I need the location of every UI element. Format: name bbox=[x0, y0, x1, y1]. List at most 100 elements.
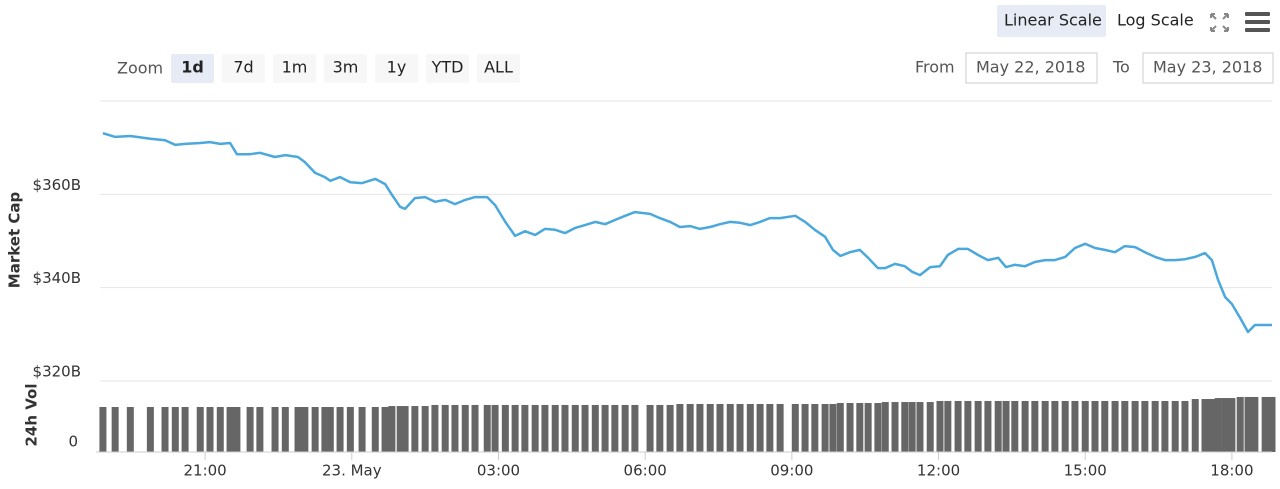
from-input[interactable] bbox=[965, 52, 1098, 84]
volume-bar bbox=[401, 406, 409, 452]
volume-bar bbox=[1121, 400, 1129, 452]
volume-bar bbox=[281, 407, 289, 452]
volume-bar bbox=[501, 404, 509, 452]
volume-bar bbox=[171, 407, 179, 452]
volume-bar bbox=[1002, 400, 1010, 452]
volume-bar bbox=[621, 404, 629, 452]
volume-bar bbox=[926, 402, 934, 452]
volume-bar bbox=[891, 402, 899, 452]
volume-bar bbox=[541, 404, 549, 452]
volume-bar bbox=[226, 407, 234, 452]
volume-bar bbox=[829, 403, 837, 452]
volume-bar bbox=[1261, 396, 1269, 452]
zoom-button-label: ALL bbox=[484, 58, 513, 77]
volume-bar bbox=[1101, 400, 1109, 452]
volume-bar bbox=[766, 403, 774, 452]
scale-button[interactable] bbox=[997, 5, 1106, 37]
volume-bar bbox=[551, 404, 559, 452]
menu-icon[interactable] bbox=[1245, 12, 1270, 32]
from-value: May 22, 2018 bbox=[976, 58, 1085, 77]
volume-bar bbox=[346, 407, 354, 452]
volume-bar bbox=[821, 403, 829, 452]
volume-bar bbox=[1051, 400, 1059, 452]
volume-bar bbox=[696, 403, 704, 452]
zoom-button[interactable] bbox=[222, 54, 265, 83]
volume-bar bbox=[1081, 400, 1089, 452]
volume-bar bbox=[111, 407, 119, 452]
volume-bar bbox=[1191, 399, 1199, 452]
x-tick-label: 06:00 bbox=[624, 462, 667, 480]
volume-bar bbox=[1091, 400, 1099, 452]
volume-bar bbox=[974, 400, 982, 452]
zoom-button[interactable] bbox=[477, 54, 520, 83]
volume-bar bbox=[336, 407, 344, 452]
volume-bar bbox=[964, 400, 972, 452]
zoom-button[interactable] bbox=[375, 54, 418, 83]
volume-bar bbox=[531, 404, 539, 452]
y2-axis-title: 24h Vol bbox=[23, 383, 41, 446]
volume-bar bbox=[441, 404, 449, 452]
volume-bar bbox=[646, 404, 654, 452]
scale-button-label: Linear Scale bbox=[1004, 11, 1102, 30]
to-label: To bbox=[1112, 58, 1130, 77]
volume-bar bbox=[358, 407, 366, 452]
volume-bar bbox=[856, 403, 864, 452]
to-value: May 23, 2018 bbox=[1153, 58, 1262, 77]
x-tick-label: 03:00 bbox=[477, 462, 520, 480]
volume-bar bbox=[901, 402, 909, 452]
volume-bar bbox=[396, 406, 404, 452]
zoom-button[interactable] bbox=[171, 54, 214, 83]
volume-bar bbox=[726, 403, 734, 452]
volume-bar bbox=[756, 403, 764, 452]
zoom-button-label: 1d bbox=[181, 58, 204, 77]
volume-bar bbox=[776, 403, 784, 452]
fullscreen-icon[interactable] bbox=[1210, 13, 1229, 32]
zoom-button-label: YTD bbox=[431, 58, 464, 77]
x-tick-label: 09:00 bbox=[770, 462, 813, 480]
zoom-button[interactable] bbox=[324, 54, 367, 83]
volume-bar bbox=[836, 403, 844, 452]
volume-bar bbox=[511, 404, 519, 452]
x-tick-label: 23. May bbox=[322, 462, 382, 480]
volume-bar bbox=[326, 407, 334, 452]
volume-bar bbox=[256, 407, 264, 452]
y-tick-label: $340B bbox=[33, 269, 81, 287]
volume-bar bbox=[1011, 400, 1019, 452]
volume-bar bbox=[431, 404, 439, 452]
volume-bar bbox=[491, 404, 499, 452]
volume-bar bbox=[801, 403, 809, 452]
volume-bar bbox=[421, 406, 429, 452]
zoom-button-label: 7d bbox=[233, 58, 253, 77]
volume-bar bbox=[161, 407, 169, 452]
volume-bar bbox=[1221, 398, 1229, 452]
volume-bar bbox=[483, 404, 491, 452]
volume-bar bbox=[571, 404, 579, 452]
volume-bar bbox=[631, 404, 639, 452]
x-tick-label: 12:00 bbox=[917, 462, 960, 480]
x-tick-label: 18:00 bbox=[1210, 462, 1253, 480]
x-tick-label: 21:00 bbox=[184, 462, 227, 480]
volume-bar bbox=[656, 404, 664, 452]
volume-bar bbox=[1131, 400, 1139, 452]
zoom-button[interactable] bbox=[273, 54, 316, 83]
x-tick-label: 15:00 bbox=[1064, 462, 1107, 480]
volume-bar bbox=[1161, 400, 1169, 452]
zoom-button[interactable] bbox=[426, 54, 469, 83]
volume-bar bbox=[1041, 400, 1049, 452]
volume-bar bbox=[666, 404, 674, 452]
volume-bar bbox=[601, 404, 609, 452]
to-input[interactable] bbox=[1142, 52, 1274, 84]
volume-bar bbox=[233, 407, 241, 452]
zoom-button-label: 1m bbox=[282, 58, 308, 77]
scale-button-label[interactable]: Log Scale bbox=[1117, 11, 1194, 30]
volume-bar bbox=[294, 407, 302, 452]
zoom-button-label: 1y bbox=[387, 58, 407, 77]
volume-bar bbox=[371, 407, 379, 452]
y-tick-label: $360B bbox=[33, 176, 81, 194]
volume-bar bbox=[686, 403, 694, 452]
volume-bar bbox=[451, 404, 459, 452]
line-series bbox=[102, 132, 1272, 334]
volume-bar bbox=[994, 400, 1002, 452]
